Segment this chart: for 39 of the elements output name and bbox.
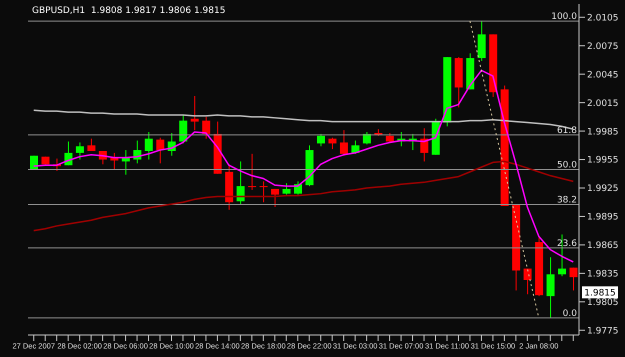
annotation: 38.2 (556, 195, 577, 206)
y-tick-label: 2.0015 (587, 98, 618, 109)
y-tick-label: 1.9865 (587, 241, 618, 252)
y-tick-label: 2.0075 (587, 42, 618, 52)
candlestick (76, 142, 84, 160)
line-series (32, 160, 574, 232)
annotation: 50.0 (556, 160, 578, 170)
y-tick-label: 1.9955 (587, 156, 618, 166)
candlestick (420, 128, 428, 162)
y-tick-label: 1.9985 (587, 127, 618, 138)
candlestick (478, 20, 486, 62)
candlestick (202, 116, 210, 140)
candlestick (362, 132, 371, 145)
chart-title: GBPUSD,H1 1.9808 1.9817 1.9806 1.9815 (32, 6, 226, 16)
candlestick (156, 137, 164, 164)
y-tick-label: 1.9835 (587, 270, 618, 280)
y-tick-label: 1.9805 (587, 298, 618, 308)
annotation: 61.8 (556, 126, 578, 136)
candlestick (546, 256, 555, 318)
candlestick (179, 114, 188, 144)
candlestick (328, 137, 336, 150)
annotation: 100.0 (551, 12, 578, 22)
candlestick (271, 188, 280, 208)
y-tick-label: 1.9775 (587, 326, 618, 336)
line-series (32, 70, 574, 263)
y-tick-label: 2.0105 (587, 13, 618, 24)
candlestick (282, 182, 291, 196)
y-tick-label: 1.9925 (587, 184, 618, 194)
candlestick (248, 153, 256, 190)
candlestick (236, 160, 245, 205)
annotation: 0.0 (562, 308, 578, 319)
y-tick-label: 2.0045 (587, 70, 618, 80)
candlestick (260, 180, 268, 203)
y-tick-label: 1.9895 (587, 212, 618, 223)
candlestick (316, 133, 325, 147)
annotation: 1.9815 (584, 288, 616, 298)
candlestick (87, 138, 96, 152)
candlestick (570, 267, 578, 291)
candlestick (144, 132, 153, 160)
